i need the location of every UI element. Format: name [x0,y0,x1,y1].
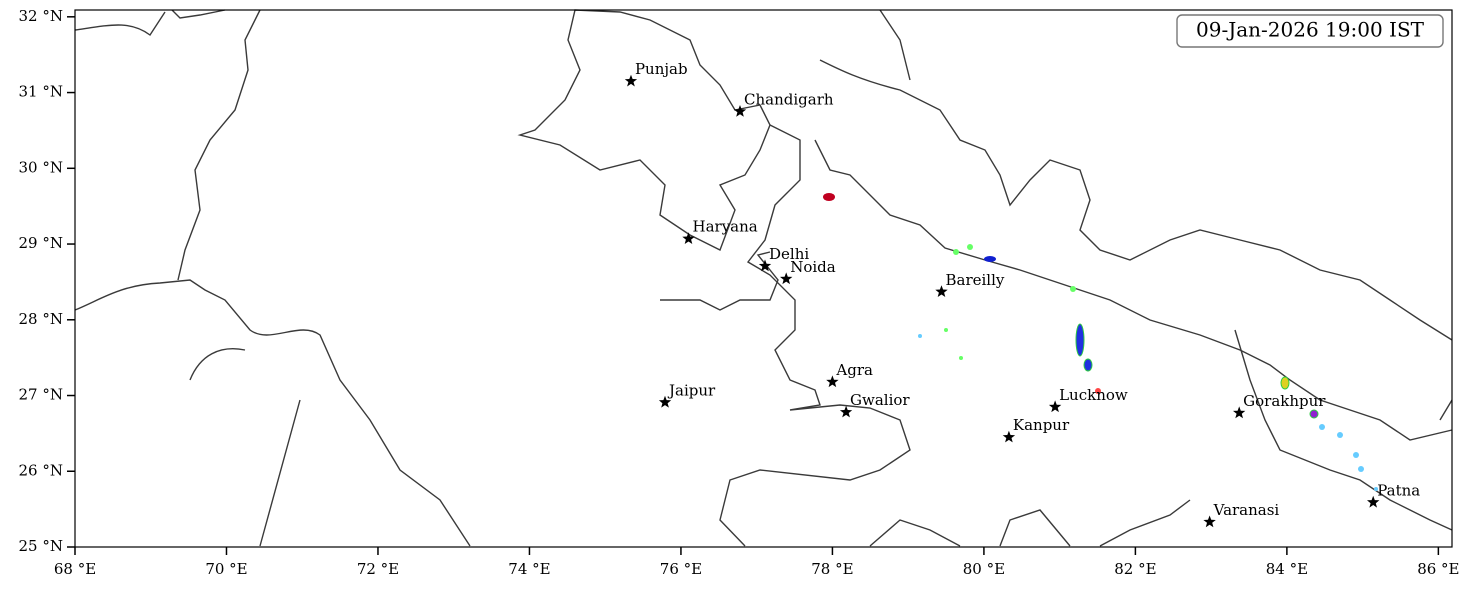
city-label: Jaipur [667,381,716,399]
city-marker [624,74,638,87]
city-label: Punjab [635,60,688,78]
title-box: 09-Jan-2026 19:00 IST [1176,14,1444,48]
city-marker [758,259,772,272]
title-frame [1176,14,1444,48]
city-marker [1367,495,1380,508]
city-label: Bareilly [945,271,1004,289]
city-label: Varanasi [1213,501,1280,519]
x-tick-label: 76 °E [660,560,702,578]
city-marker [682,232,695,244]
x-tick-label: 84 °E [1266,560,1308,578]
city-marker [780,272,793,285]
city-label: Agra [835,361,873,379]
city-label: Chandigarh [744,90,834,108]
city-marker [1048,400,1062,413]
y-tick-label: 28 °N [19,310,63,328]
x-tick-label: 74 °E [508,560,550,578]
timestamp: 09-Jan-2026 19:00 IST [1196,18,1425,42]
city-marker [1203,515,1216,528]
frame [74,9,1453,548]
y-tick-label: 30 °N [19,158,63,176]
y-tick-label: 26 °N [19,461,63,479]
borders [74,9,1453,547]
x-tick-label: 86 °E [1417,560,1459,578]
city-label: Delhi [769,245,809,263]
y-tick-label: 25 °N [19,537,63,555]
y-tick-label: 29 °N [19,234,63,252]
city-marker [935,285,948,297]
city-marker [826,375,839,388]
city-marker [1002,430,1016,443]
x-tick-label: 78 °E [811,560,853,578]
x-tick-label: 70 °E [205,560,247,578]
city-marker [839,405,853,418]
city-label: Kanpur [1013,416,1070,434]
y-tick-label: 31 °N [19,83,63,101]
city-label: Patna [1377,481,1420,499]
city-marker [658,395,672,408]
x-tick-label: 82 °E [1114,560,1156,578]
city-label: Lucknow [1059,386,1128,404]
city-label: Noida [790,258,836,276]
city-marker [733,105,747,117]
city-label: Gorakhpur [1243,392,1326,410]
x-tick-label: 68 °E [54,560,96,578]
x-tick-label: 72 °E [357,560,399,578]
y-tick-label: 27 °N [19,386,63,404]
x-tick-label: 80 °E [963,560,1005,578]
city-label: Gwalior [850,391,910,409]
y-tick-label: 32 °N [19,7,63,25]
city-marker [1233,406,1246,419]
city-label: Haryana [693,218,758,236]
precipitation [823,193,1378,491]
